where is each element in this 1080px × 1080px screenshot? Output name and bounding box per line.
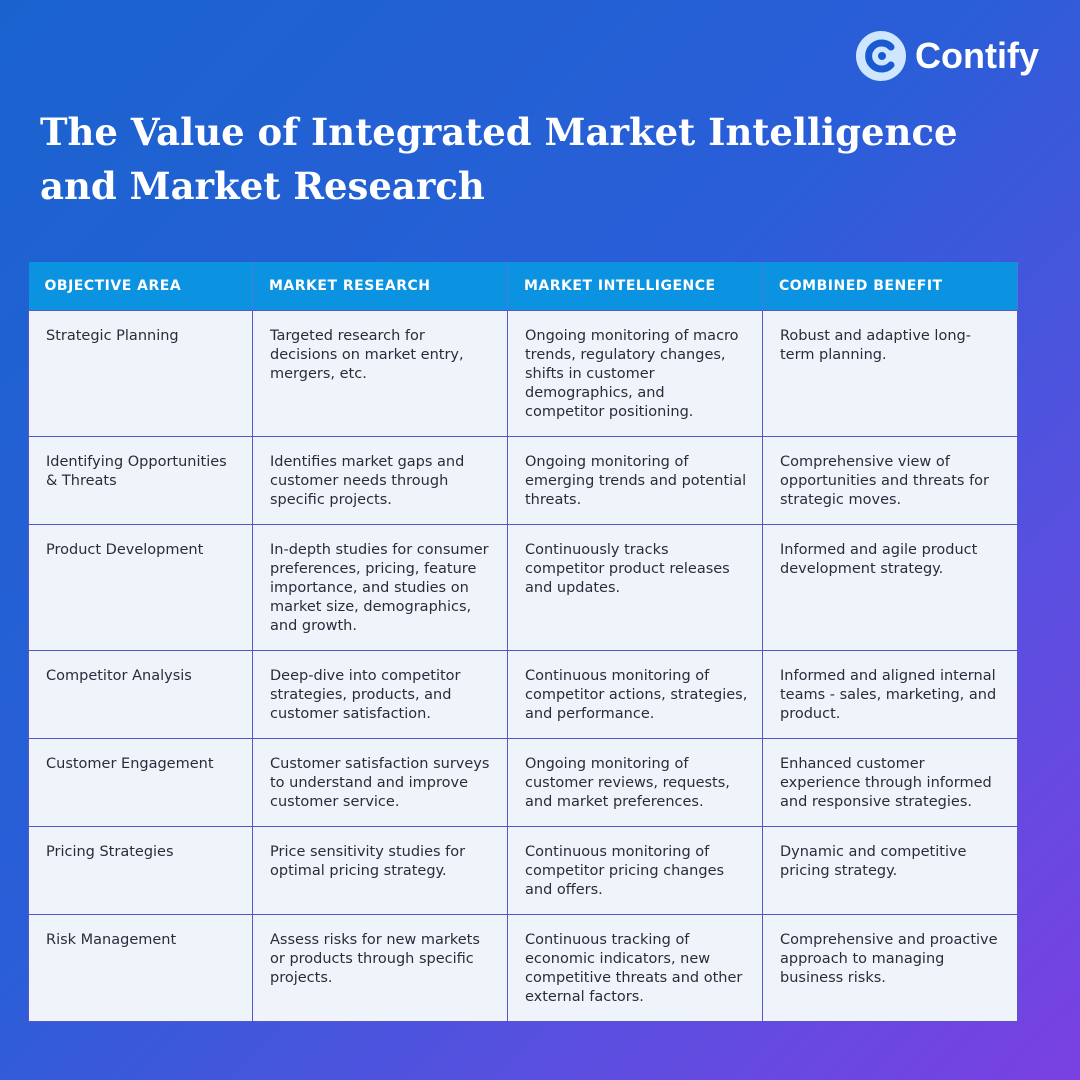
title-line: The Value of Integrated Market Intellige…	[40, 110, 958, 154]
table-row: Strategic Planning Targeted research for …	[28, 310, 1018, 437]
objective-cell: Product Development	[28, 524, 253, 651]
objective-cell: Competitor Analysis	[28, 650, 253, 739]
table-cell: Dynamic and competitive pricing strategy…	[762, 826, 1018, 915]
table-cell: Assess risks for new markets or products…	[252, 914, 508, 1022]
table-cell: Price sensitivity studies for optimal pr…	[252, 826, 508, 915]
table-cell: Comprehensive view of opportunities and …	[762, 436, 1018, 525]
table-cell: Identifies market gaps and customer need…	[252, 436, 508, 525]
table-cell: Customer satisfaction surveys to underst…	[252, 738, 508, 827]
table-cell: Continuously tracks competitor product r…	[507, 524, 763, 651]
table-cell: Informed and aligned internal teams - sa…	[762, 650, 1018, 739]
logo: Contify	[855, 30, 1039, 82]
table-row: Identifying Opportunities & Threats Ident…	[28, 436, 1018, 525]
table-cell: Ongoing monitoring of macro trends, regu…	[507, 310, 763, 437]
objective-cell: Identifying Opportunities & Threats	[28, 436, 253, 525]
column-header: COMBINED BENEFIT	[762, 262, 1018, 311]
table-cell: Ongoing monitoring of customer reviews, …	[507, 738, 763, 827]
table-cell: Continuous tracking of economic indicato…	[507, 914, 763, 1022]
table-row: Product Development In-depth studies for …	[28, 524, 1018, 651]
table-row: Risk Management Assess risks for new mark…	[28, 914, 1018, 1022]
table-cell: Informed and agile product development s…	[762, 524, 1018, 651]
table-cell: Continuous monitoring of competitor pric…	[507, 826, 763, 915]
header-row: OBJECTIVE AREA MARKET RESEARCH MARKET INTE…	[28, 262, 1018, 311]
table-cell: Targeted research for decisions on marke…	[252, 310, 508, 437]
table-cell: Deep-dive into competitor strategies, pr…	[252, 650, 508, 739]
table-row: Competitor Analysis Deep-dive into compet…	[28, 650, 1018, 739]
column-header: MARKET RESEARCH	[252, 262, 508, 311]
objective-cell: Pricing Strategies	[28, 826, 253, 915]
table-cell: In-depth studies for consumer preference…	[252, 524, 508, 651]
table-cell: Ongoing monitoring of emerging trends an…	[507, 436, 763, 525]
column-header: OBJECTIVE AREA	[28, 262, 253, 311]
objective-cell: Strategic Planning	[28, 310, 253, 437]
table-cell: Enhanced customer experience through inf…	[762, 738, 1018, 827]
table-row: Customer Engagement Customer satisfaction…	[28, 738, 1018, 827]
logo-icon	[856, 31, 906, 81]
objective-cell: Customer Engagement	[28, 738, 253, 827]
table-cell: Continuous monitoring of competitor acti…	[507, 650, 763, 739]
table-cell: Robust and adaptive long-term planning.	[762, 310, 1018, 437]
comparison-table: OBJECTIVE AREA MARKET RESEARCH MARKET INTE…	[28, 262, 1018, 1022]
table-row: Pricing Strategies Price sensitivity stud…	[28, 826, 1018, 915]
title-line: and Market Research	[40, 164, 485, 208]
column-header: MARKET INTELLIGENCE	[507, 262, 763, 311]
objective-cell: Risk Management	[28, 914, 253, 1022]
table-cell: Comprehensive and proactive approach to …	[762, 914, 1018, 1022]
logo-text: Contify	[915, 35, 1039, 76]
